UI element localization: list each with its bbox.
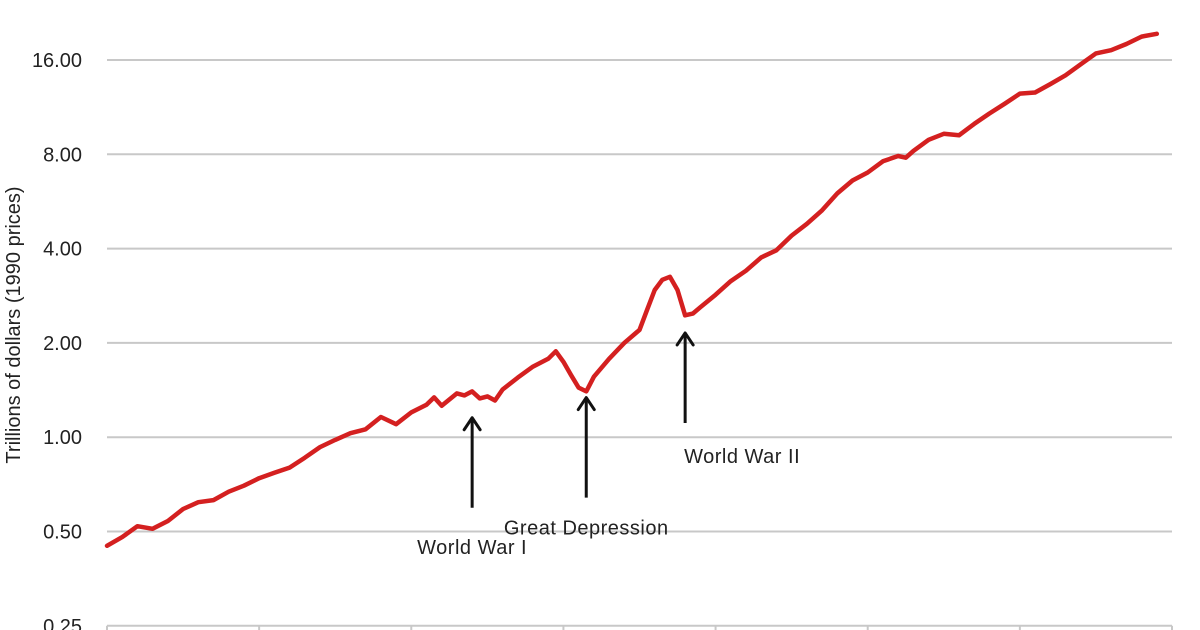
annotation-arrowhead <box>462 416 482 432</box>
y-tick-label: 0.50 <box>43 522 82 544</box>
annotation-arrowhead <box>576 396 596 412</box>
annotation-great-depression: Great Depression <box>504 396 669 540</box>
y-tick-label: 1.00 <box>43 427 82 449</box>
annotation-label: World War II <box>684 446 800 468</box>
y-axis-tick-labels: 0.25 0.50 1.00 2.00 4.00 8.00 16.00 <box>32 50 82 630</box>
annotation-world-war-2: World War II <box>675 331 800 468</box>
y-tick-label: 2.00 <box>43 333 82 355</box>
y-tick-label: 4.00 <box>43 239 82 261</box>
annotation-world-war-1: World War I <box>417 416 527 559</box>
annotation-label: Great Depression <box>504 518 669 540</box>
y-tick-label: 8.00 <box>43 144 82 166</box>
series-layer <box>104 31 1160 549</box>
y-axis-title: Trillions of dollars (1990 prices) <box>3 186 25 463</box>
y-tick-label: 0.25 <box>43 616 82 630</box>
gridlines <box>107 59 1172 533</box>
annotation-label: World War I <box>417 537 527 559</box>
series-line <box>104 31 1160 549</box>
annotation-arrowhead <box>675 331 695 347</box>
y-tick-label: 16.00 <box>32 50 82 72</box>
x-axis-ticks <box>106 624 1173 630</box>
